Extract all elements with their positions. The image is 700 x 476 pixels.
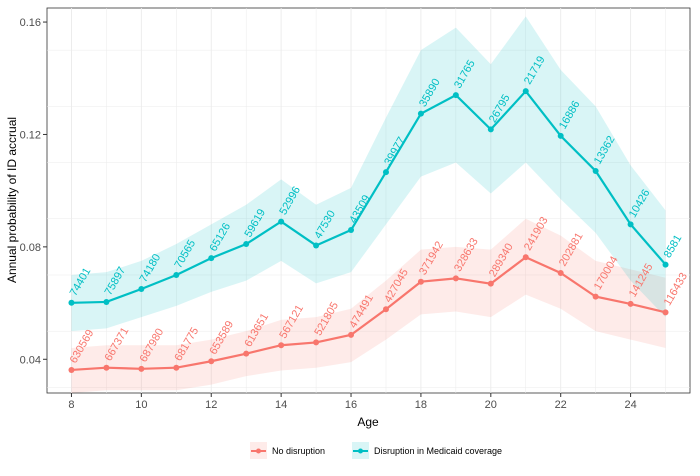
x-tick-label: 24 <box>624 399 636 411</box>
data-point <box>348 227 355 234</box>
legend-key-point <box>256 448 261 454</box>
x-tick-label: 16 <box>345 399 357 411</box>
data-point <box>417 110 424 117</box>
data-point <box>452 92 459 99</box>
data-point <box>557 132 564 139</box>
data-point <box>522 254 529 261</box>
data-point <box>382 306 389 313</box>
data-point <box>208 358 215 365</box>
data-point <box>452 275 459 282</box>
x-tick-label: 22 <box>555 399 567 411</box>
x-tick-label: 12 <box>205 399 217 411</box>
data-point <box>68 299 75 306</box>
data-point <box>208 255 215 262</box>
data-point <box>103 298 110 305</box>
data-point <box>243 350 250 357</box>
confidence-ribbon <box>71 218 666 393</box>
y-tick-label: 0.16 <box>20 17 41 29</box>
data-point <box>103 364 110 371</box>
data-point <box>592 167 599 174</box>
series-line <box>71 255 666 372</box>
data-point <box>557 270 564 277</box>
data-point <box>627 221 634 228</box>
y-tick-label: 0.08 <box>20 242 41 254</box>
data-point <box>662 309 669 316</box>
data-point <box>173 271 180 278</box>
data-point <box>243 241 250 248</box>
legend-label: Disruption in Medicaid coverage <box>374 446 502 456</box>
y-tick-label: 0.04 <box>20 354 41 366</box>
x-tick-label: 18 <box>415 399 427 411</box>
data-point <box>138 365 145 372</box>
data-point <box>278 218 285 225</box>
x-tick-label: 20 <box>485 399 497 411</box>
legend-label: No disruption <box>272 446 325 456</box>
series-line <box>71 89 667 304</box>
data-point <box>627 300 634 307</box>
x-tick-label: 14 <box>275 399 287 411</box>
data-point <box>138 286 145 293</box>
data-point <box>173 364 180 371</box>
x-tick-label: 10 <box>135 399 147 411</box>
data-point <box>662 261 669 268</box>
data-point <box>417 278 424 285</box>
data-point <box>278 342 285 349</box>
data-point <box>313 339 320 346</box>
data-point <box>487 280 494 287</box>
y-tick-label: 0.12 <box>20 129 41 141</box>
x-tick-label: 8 <box>68 399 74 411</box>
data-point <box>487 126 494 133</box>
legend: No disruption Disruption in Medicaid cove… <box>250 442 502 459</box>
data-point <box>313 242 320 249</box>
x-axis-title: Age <box>357 415 379 429</box>
confidence-ribbon <box>71 16 666 332</box>
data-point <box>348 331 355 338</box>
data-point <box>522 88 529 95</box>
data-point <box>382 169 389 176</box>
legend-key-point <box>358 448 363 454</box>
data-point <box>592 293 599 300</box>
data-point <box>68 366 75 373</box>
y-axis-title: Annual probability of ID accrual <box>5 117 19 283</box>
